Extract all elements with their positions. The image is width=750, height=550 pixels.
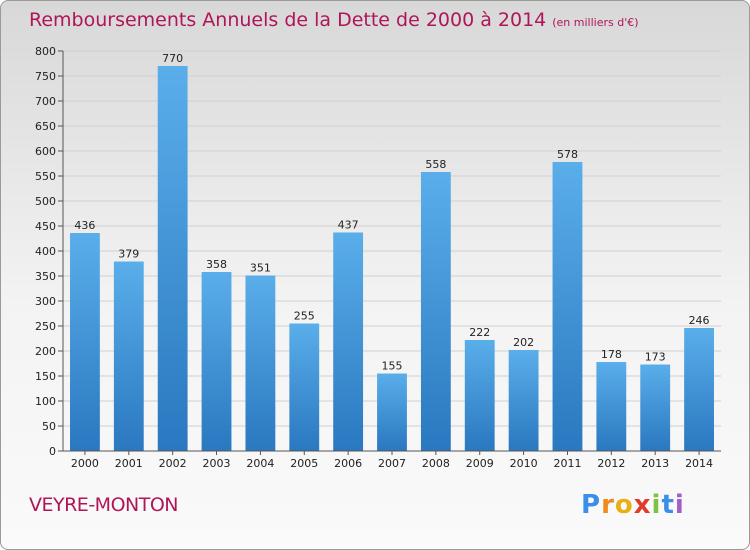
data-label: 173 <box>645 351 666 364</box>
data-label: 155 <box>382 360 403 373</box>
bar <box>508 350 539 451</box>
x-tick-label: 2011 <box>553 457 581 470</box>
x-tick-label: 2009 <box>466 457 494 470</box>
x-tick-label: 2008 <box>422 457 450 470</box>
x-tick-label: 2002 <box>159 457 187 470</box>
x-axis: 2000 2001 2002 2003 2004 2005 2006 2007 2008 2009… <box>63 450 721 470</box>
y-tick-label: 250 <box>35 320 56 333</box>
x-tick-label: 2010 <box>510 457 538 470</box>
data-label: 578 <box>557 148 578 161</box>
data-label: 358 <box>206 258 227 271</box>
data-labels: 436 379 770 358 351 255 437 155 558 222 202 578 178 1… <box>74 52 709 373</box>
bar <box>70 233 100 451</box>
bar <box>157 66 188 451</box>
data-label: 246 <box>689 314 710 327</box>
y-axis: 0 50 100 150 200 250 300 350 400 450 500 550 600 650 7… <box>35 45 64 458</box>
bar <box>552 162 583 451</box>
chart-unit: (en milliers d'€) <box>552 16 639 29</box>
bar <box>377 373 407 451</box>
y-tick-label: 350 <box>35 270 56 283</box>
commune-name: VEYRE-MONTON <box>29 494 179 516</box>
y-tick-label: 50 <box>42 420 56 433</box>
data-label: 437 <box>338 219 359 232</box>
bar <box>201 272 232 451</box>
data-label: 255 <box>294 310 315 323</box>
x-tick-label: 2014 <box>685 457 713 470</box>
proxiti-logo: Proxiti <box>581 490 685 520</box>
bar <box>596 362 627 451</box>
data-label: 558 <box>425 158 446 171</box>
y-tick-label: 700 <box>35 95 56 108</box>
y-tick-label: 100 <box>35 395 56 408</box>
bar <box>113 261 144 451</box>
bar <box>684 328 714 451</box>
chart-title: Remboursements Annuels de la Dette de 20… <box>29 9 639 31</box>
x-tick-label: 2001 <box>115 457 143 470</box>
bar <box>245 275 276 451</box>
y-tick-label: 450 <box>35 220 56 233</box>
y-tick-label: 550 <box>35 170 56 183</box>
y-tick-label: 0 <box>49 445 56 458</box>
data-label: 436 <box>74 219 95 232</box>
data-label: 351 <box>250 262 271 275</box>
y-tick-label: 150 <box>35 370 56 383</box>
bar <box>640 364 671 451</box>
bar <box>289 323 320 451</box>
y-tick-label: 300 <box>35 295 56 308</box>
y-tick-label: 400 <box>35 245 56 258</box>
x-tick-label: 2004 <box>246 457 274 470</box>
x-tick-label: 2012 <box>597 457 625 470</box>
data-label: 202 <box>513 336 534 349</box>
data-label: 222 <box>469 326 490 339</box>
data-label: 178 <box>601 348 622 361</box>
x-tick-label: 2003 <box>203 457 231 470</box>
x-tick-label: 2013 <box>641 457 669 470</box>
x-tick-label: 2006 <box>334 457 362 470</box>
bar <box>464 340 495 451</box>
x-tick-label: 2007 <box>378 457 406 470</box>
y-tick-label: 750 <box>35 70 56 83</box>
y-tick-label: 800 <box>35 45 56 58</box>
bar <box>333 232 364 451</box>
x-tick-label: 2000 <box>71 457 99 470</box>
y-tick-label: 650 <box>35 120 56 133</box>
data-label: 770 <box>162 52 183 65</box>
y-tick-label: 200 <box>35 345 56 358</box>
chart-title-text: Remboursements Annuels de la Dette de 20… <box>29 9 547 31</box>
bars <box>70 66 714 451</box>
bar <box>420 172 451 451</box>
x-tick-label: 2005 <box>290 457 318 470</box>
y-tick-label: 500 <box>35 195 56 208</box>
data-label: 379 <box>118 248 139 261</box>
y-tick-label: 600 <box>35 145 56 158</box>
